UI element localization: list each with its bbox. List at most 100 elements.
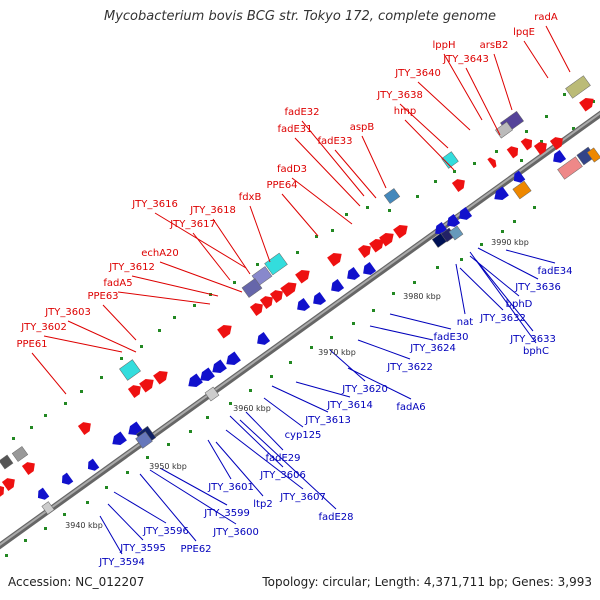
- forward-gene: [153, 370, 168, 385]
- forward-gene: [0, 485, 5, 498]
- feature-box: [557, 156, 583, 180]
- feature-box: [204, 386, 220, 402]
- feature-box: [512, 180, 532, 200]
- reverse-label-leader: [271, 385, 329, 413]
- reverse-gene: [553, 150, 567, 163]
- forward-label-leader: [545, 25, 571, 73]
- forward-label-leader: [291, 177, 353, 225]
- reverse-label-leader: [239, 419, 337, 510]
- reverse-gene: [212, 359, 227, 374]
- forward-label-leader: [102, 304, 137, 341]
- reverse-label-leader: [245, 411, 284, 451]
- forward-gene: [139, 378, 154, 393]
- gene-label-jty_3606: JTY_3606: [259, 470, 306, 481]
- gc-mark: [86, 501, 89, 504]
- reverse-label-leader: [159, 467, 228, 506]
- reverse-label-leader: [225, 429, 304, 490]
- gene-label-ppe63: PPE63: [87, 291, 118, 302]
- gene-label-fada6: fadA6: [396, 402, 425, 413]
- feature-box: [41, 501, 55, 515]
- topology-text: Topology: circular; Length: 4,371,711 bp…: [262, 575, 592, 589]
- forward-label-leader: [465, 67, 501, 136]
- reverse-label-leader: [477, 247, 539, 280]
- kbp-tick-label: 3990 kbp: [491, 238, 529, 247]
- gene-label-jty_3633: JTY_3633: [509, 334, 556, 345]
- gene-label-jty_3595: JTY_3595: [119, 543, 166, 554]
- forward-label-leader: [404, 119, 455, 171]
- kbp-tick-label: 3970 kbp: [318, 348, 356, 357]
- gene-label-jty_3599: JTY_3599: [203, 508, 250, 519]
- gene-label-jty_3613: JTY_3613: [304, 415, 351, 426]
- gc-mark: [120, 357, 123, 360]
- gene-label-ppe62: PPE62: [180, 544, 211, 555]
- gc-mark: [413, 281, 416, 284]
- forward-gene: [357, 245, 371, 258]
- gene-label-jty_3596: JTY_3596: [142, 526, 189, 537]
- gene-label-fade33: fadE33: [317, 136, 352, 147]
- forward-gene: [249, 303, 263, 316]
- gc-mark: [563, 93, 566, 96]
- gc-mark: [352, 322, 355, 325]
- reverse-gene: [61, 472, 74, 485]
- reverse-label-leader: [107, 503, 144, 541]
- reverse-label-leader: [207, 439, 232, 480]
- gene-label-fade32: fadE32: [284, 107, 319, 118]
- gc-mark: [24, 539, 27, 542]
- forward-gene: [280, 282, 297, 298]
- gc-mark: [315, 235, 318, 238]
- reverse-label-leader: [389, 313, 452, 330]
- forward-label-leader: [301, 120, 365, 197]
- feature-box: [448, 225, 464, 241]
- gc-mark: [545, 115, 548, 118]
- reverse-gene: [297, 298, 311, 311]
- gene-label-jty_3612: JTY_3612: [108, 262, 155, 273]
- gene-label-aspb: aspB: [350, 122, 375, 133]
- gene-label-jty_3620: JTY_3620: [341, 384, 388, 395]
- gc-mark: [249, 389, 252, 392]
- gc-mark: [525, 130, 528, 133]
- gc-mark: [533, 206, 536, 209]
- reverse-label-leader: [215, 441, 264, 497]
- gene-label-hmp: hmp: [394, 106, 416, 117]
- gc-mark: [330, 336, 333, 339]
- reverse-gene: [128, 421, 143, 436]
- reverse-label-leader: [263, 397, 304, 428]
- gc-mark: [105, 486, 108, 489]
- forward-label-leader: [361, 135, 387, 189]
- gene-label-jty_3594: JTY_3594: [98, 557, 145, 568]
- gc-mark: [80, 390, 83, 393]
- gc-mark: [44, 414, 47, 417]
- gc-mark: [331, 229, 334, 232]
- gc-mark: [193, 304, 196, 307]
- gene-label-jty_3632: JTY_3632: [479, 313, 526, 324]
- gene-label-lpph: lppH: [433, 40, 456, 51]
- gc-mark: [289, 361, 292, 364]
- gc-mark: [416, 195, 419, 198]
- gc-mark: [158, 329, 161, 332]
- reverse-label-leader: [149, 469, 237, 525]
- gc-mark: [388, 209, 391, 212]
- forward-label-leader: [159, 261, 243, 293]
- gene-label-ppe61: PPE61: [16, 339, 47, 350]
- forward-gene: [369, 238, 384, 253]
- gene-label-rada: radA: [534, 12, 558, 23]
- forward-gene: [379, 232, 394, 247]
- gc-mark: [44, 527, 47, 530]
- reverse-label-leader: [229, 415, 284, 468]
- gene-label-fade34: fadE34: [537, 266, 572, 277]
- gc-mark: [345, 213, 348, 216]
- gc-mark: [256, 263, 259, 266]
- gene-label-lpqe: lpqE: [513, 27, 535, 38]
- forward-gene: [269, 290, 283, 303]
- reverse-label-leader: [139, 473, 197, 542]
- gc-mark: [495, 150, 498, 153]
- forward-label-leader: [154, 212, 247, 269]
- label-leader-lines: [31, 25, 571, 555]
- reverse-label-leader: [369, 325, 434, 341]
- gene-label-fadd3: fadD3: [277, 164, 307, 175]
- reverse-gene: [459, 207, 473, 220]
- gene-label-bphc: bphC: [523, 346, 549, 357]
- gene-label-jty_3600: JTY_3600: [212, 527, 259, 538]
- reverse-label-leader: [99, 515, 123, 555]
- reverse-gene: [313, 292, 327, 305]
